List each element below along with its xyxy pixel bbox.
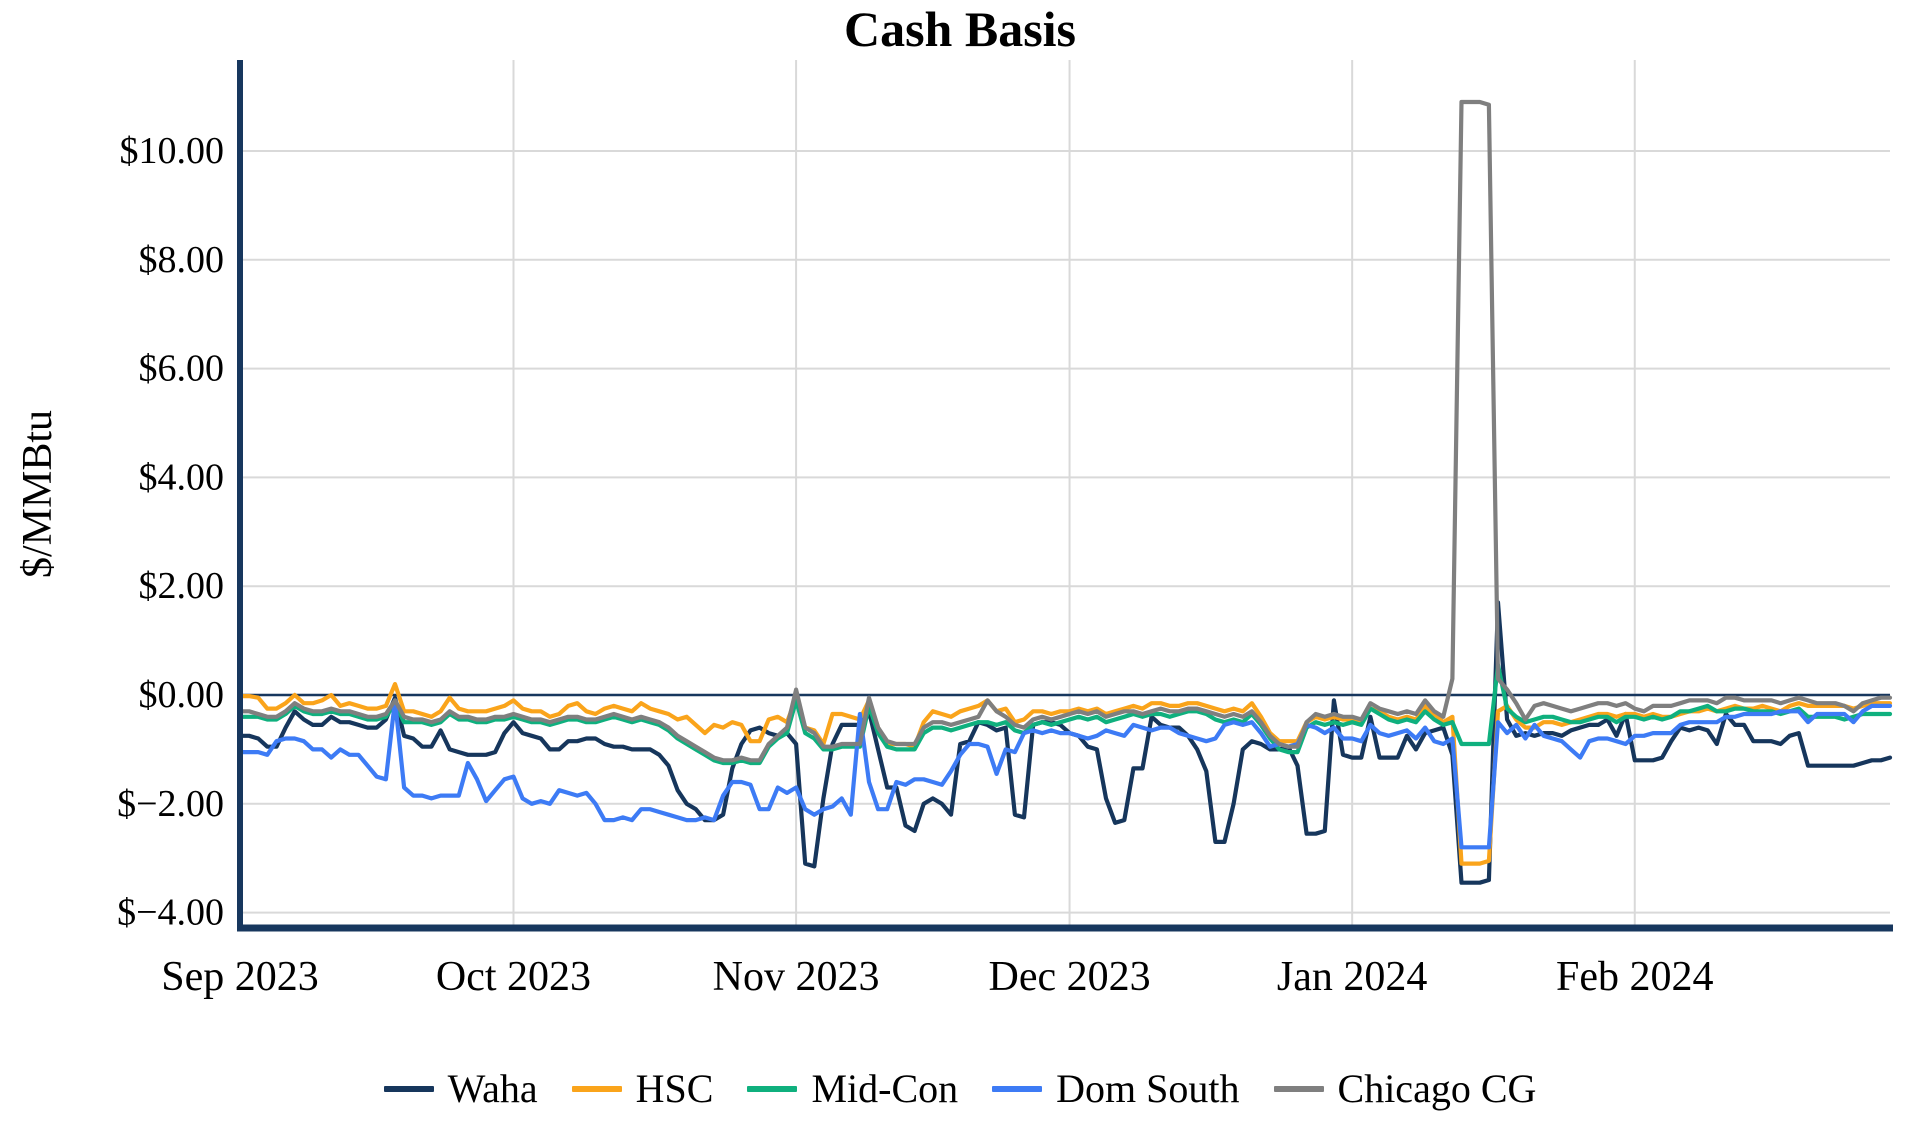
x-tick-label: Oct 2023 xyxy=(436,954,591,1000)
x-tick-label: Dec 2023 xyxy=(988,954,1150,1000)
series-line-mid-con xyxy=(237,662,1893,766)
y-axis-title: $/MMBtu xyxy=(15,409,61,579)
y-tick-label: $−4.00 xyxy=(117,892,224,934)
legend-label: HSC xyxy=(635,1066,714,1111)
y-tick-label: $6.00 xyxy=(139,348,225,390)
x-tick-label: Nov 2023 xyxy=(713,954,880,1000)
x-tick-label: Feb 2024 xyxy=(1556,954,1714,1000)
legend-item-hsc: HSC xyxy=(571,1065,714,1112)
y-tick-label: $4.00 xyxy=(139,456,225,498)
legend-label: Chicago CG xyxy=(1337,1066,1537,1111)
legend-swatch xyxy=(992,1085,1043,1092)
y-tick-label: $10.00 xyxy=(120,130,225,172)
legend-swatch xyxy=(383,1085,434,1092)
legend-item-dom-south: Dom South xyxy=(992,1065,1240,1112)
y-tick-label: $0.00 xyxy=(139,674,225,716)
series-line-waha xyxy=(237,600,1893,885)
legend-swatch xyxy=(1273,1085,1324,1092)
legend-label: Mid-Con xyxy=(811,1066,959,1111)
legend-item-chicago-cg: Chicago CG xyxy=(1273,1065,1537,1112)
y-tick-label: $−2.00 xyxy=(117,783,224,825)
series-line-dom-south xyxy=(237,698,1893,850)
legend-item-mid-con: Mid-Con xyxy=(747,1065,958,1112)
y-tick-label: $2.00 xyxy=(139,565,225,607)
chart-title: Cash Basis xyxy=(843,1,1077,57)
x-tick-label: Sep 2023 xyxy=(161,954,319,1000)
legend-label: Waha xyxy=(447,1066,538,1111)
series-line-hsc xyxy=(237,681,1893,866)
x-tick-label: Jan 2024 xyxy=(1277,954,1428,1000)
legend-swatch xyxy=(747,1085,798,1092)
chart-legend: Waha HSC Mid-Con Dom South Chicago CG xyxy=(0,1065,1920,1112)
series-line-chicago-cg xyxy=(237,99,1893,763)
y-tick-label: $8.00 xyxy=(139,239,225,281)
legend-swatch xyxy=(571,1085,622,1092)
legend-label: Dom South xyxy=(1056,1066,1240,1111)
legend-item-waha: Waha xyxy=(383,1065,538,1112)
